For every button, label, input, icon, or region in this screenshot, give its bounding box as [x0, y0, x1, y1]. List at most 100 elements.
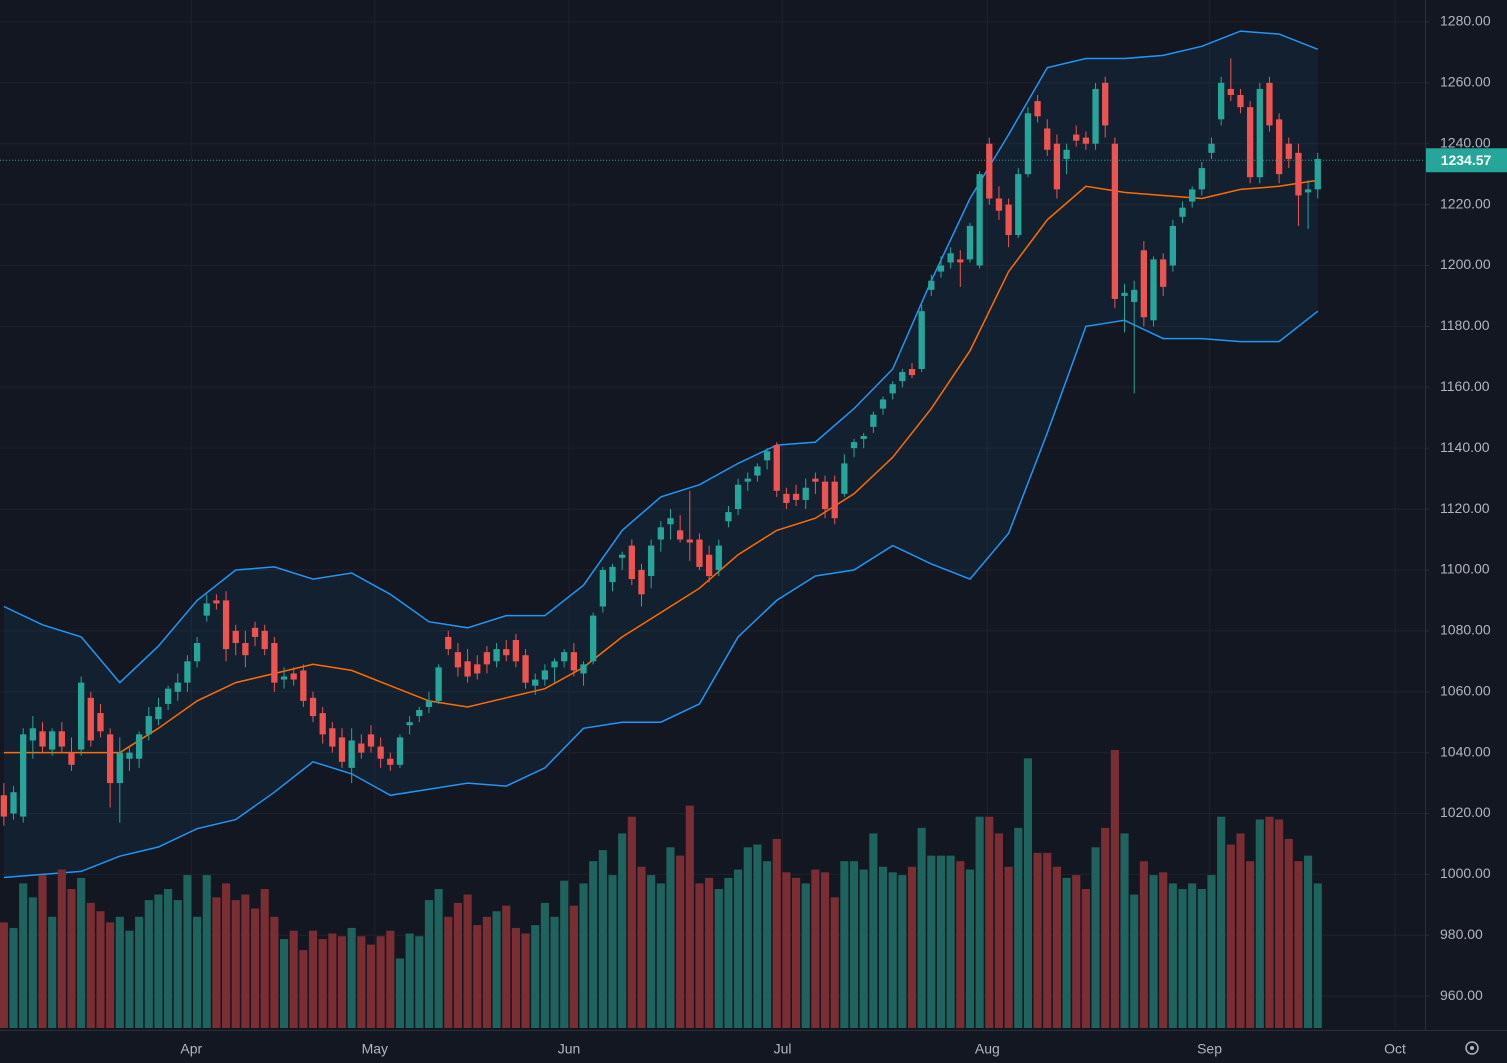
volume-bar: [86, 902, 95, 1028]
y-tick-label: 960.00: [1440, 987, 1483, 1003]
candle-body: [213, 600, 220, 604]
volume-bar: [985, 816, 994, 1028]
volume-bar: [627, 816, 636, 1028]
candle-body: [619, 554, 626, 558]
candle-body: [338, 737, 346, 762]
volume-bar: [492, 911, 501, 1028]
candle-body: [541, 670, 549, 680]
volume-bar: [695, 883, 704, 1028]
candle-body: [222, 600, 230, 650]
candle-body: [87, 697, 94, 741]
candle-body: [1015, 174, 1022, 236]
candle-body: [1053, 143, 1061, 190]
volume-bar: [907, 866, 917, 1028]
volume-bar: [618, 833, 627, 1028]
candle-body: [696, 539, 703, 567]
x-tick-label: Sep: [1197, 1041, 1222, 1057]
candle-body: [483, 652, 491, 665]
volume-bar: [212, 897, 221, 1028]
volume-bar: [193, 916, 202, 1028]
volume-bar: [782, 872, 791, 1028]
volume-bar: [1014, 827, 1023, 1028]
candle-body: [908, 369, 916, 376]
candle-body: [155, 706, 162, 720]
candle-body: [232, 630, 239, 644]
last-price-label: 1234.57: [1441, 152, 1492, 168]
volume-bar: [473, 925, 482, 1028]
volume-bar: [1313, 883, 1322, 1028]
volume-bar: [1304, 855, 1313, 1028]
candle-body: [387, 758, 394, 765]
volume-bar: [1091, 847, 1100, 1028]
candle-body: [705, 554, 713, 577]
volume-bar: [299, 950, 308, 1028]
volume-bar: [106, 922, 115, 1028]
candle-body: [406, 722, 413, 726]
candle-body: [551, 661, 558, 668]
band-lower: [3, 310, 1319, 879]
candle-body: [251, 627, 259, 637]
volume-bar: [734, 869, 743, 1028]
volume-bar: [569, 905, 578, 1028]
volume-bar: [830, 897, 839, 1028]
volume-bar: [183, 875, 192, 1028]
volume-bar: [1004, 866, 1013, 1028]
volume-bar: [666, 847, 675, 1028]
volume-bar: [1110, 750, 1119, 1028]
candle-body: [725, 512, 732, 522]
candle-body: [396, 737, 404, 765]
volume-bar: [820, 872, 830, 1028]
candle-body: [116, 752, 123, 784]
volume-bar: [57, 869, 66, 1028]
volume-bar: [77, 877, 86, 1028]
candle-body: [1179, 207, 1186, 217]
volume-bar: [1178, 889, 1187, 1028]
candle-body: [879, 399, 887, 409]
x-tick-label: Aug: [975, 1041, 1000, 1057]
candle-body: [1092, 88, 1099, 144]
volume-bar: [724, 877, 733, 1028]
candle-body: [242, 643, 249, 656]
candle-body: [889, 384, 896, 394]
candle-body: [1044, 128, 1051, 150]
volume-bar: [1207, 875, 1216, 1028]
candle-body: [106, 734, 114, 784]
volume-bar: [589, 861, 598, 1028]
candle-body: [937, 265, 945, 272]
candle-body: [599, 569, 606, 607]
volume-bar: [705, 877, 714, 1028]
volume-bar: [453, 902, 462, 1028]
volume-bar: [202, 875, 211, 1028]
volume-bar: [637, 866, 646, 1028]
volume-bar: [511, 927, 520, 1028]
volume-bar: [1120, 833, 1129, 1028]
candle-body: [928, 280, 935, 290]
candle-body: [416, 710, 423, 717]
settings-icon[interactable]: [1465, 1041, 1479, 1055]
volume-bar: [444, 916, 453, 1028]
volume-bar: [250, 908, 260, 1028]
candle-body: [792, 493, 800, 500]
volume-bar: [357, 936, 366, 1028]
candle-body: [821, 481, 829, 510]
volume-bar: [308, 930, 318, 1028]
candle-body: [1121, 292, 1128, 296]
y-tick-label: 1180.00: [1440, 317, 1490, 333]
volume-bar: [1043, 852, 1052, 1028]
x-tick-label: May: [362, 1041, 388, 1057]
volume-bar: [1139, 861, 1148, 1028]
candle-body: [367, 734, 375, 747]
candle-body: [97, 713, 104, 732]
candle-body: [78, 682, 85, 750]
candle-body: [493, 649, 500, 662]
candle-body: [300, 670, 307, 701]
volume-bar: [1294, 861, 1303, 1028]
volume-bar: [318, 939, 327, 1028]
volume-bar: [994, 833, 1004, 1028]
volume-bar: [859, 869, 868, 1028]
candle-body: [676, 530, 684, 540]
candle-body: [657, 527, 664, 540]
volume-bar: [656, 883, 665, 1028]
candle-body: [1198, 168, 1205, 190]
volume-bar: [1159, 872, 1168, 1028]
